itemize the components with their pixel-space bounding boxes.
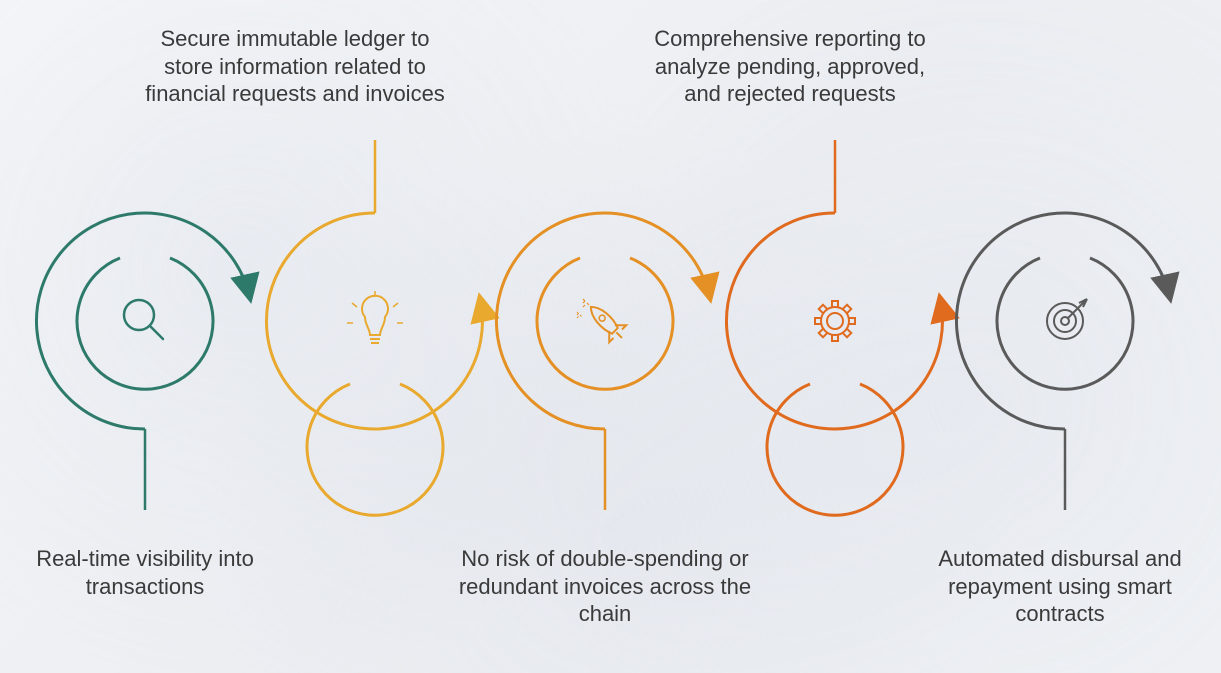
magnifier-icon xyxy=(124,300,163,339)
infographic-container: Real-time visibility into transactions S… xyxy=(0,0,1221,673)
node-5-group xyxy=(956,213,1170,510)
flow-svg xyxy=(0,0,1221,673)
node-1-group xyxy=(36,213,250,510)
node-4-group xyxy=(726,140,942,515)
node-2-group xyxy=(266,140,482,515)
rocket-icon xyxy=(582,298,630,346)
node-3-group xyxy=(496,213,710,510)
target-icon xyxy=(1047,299,1087,339)
gear-icon xyxy=(807,293,864,350)
lightbulb-icon xyxy=(347,291,403,343)
